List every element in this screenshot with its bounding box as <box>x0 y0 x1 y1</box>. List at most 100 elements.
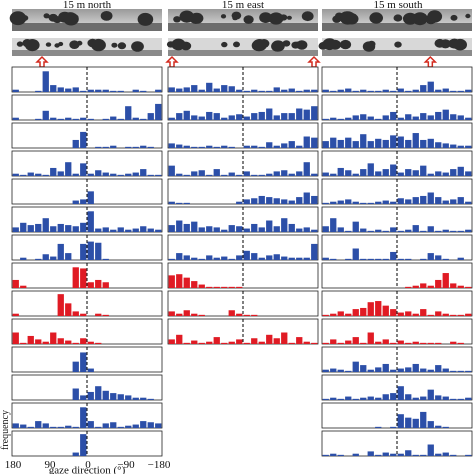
histogram-bar <box>322 342 329 344</box>
histogram-bar <box>251 253 258 260</box>
histogram-bar <box>117 394 124 400</box>
histogram-bar <box>236 89 243 92</box>
histogram-bar <box>382 363 389 372</box>
histogram-bar <box>258 90 265 92</box>
histogram-bar <box>80 163 87 176</box>
panorama-tree <box>403 12 418 25</box>
histogram-bar <box>382 305 389 316</box>
histogram-bar <box>360 202 367 204</box>
histogram-bar <box>147 146 154 148</box>
histogram-bar <box>57 426 64 428</box>
histogram-bar <box>117 426 124 428</box>
histogram-bar <box>397 453 404 456</box>
histogram-panel <box>321 430 473 457</box>
histogram-bar <box>258 227 265 232</box>
histogram-bar <box>258 111 265 120</box>
histogram-panel <box>321 178 473 205</box>
panorama-tree <box>232 15 238 21</box>
histogram-bar <box>337 342 344 344</box>
histogram-bar <box>465 201 472 204</box>
panorama-photo <box>322 9 472 31</box>
histogram-bar <box>57 338 64 344</box>
histogram-bar <box>435 230 442 232</box>
blurred-tree <box>45 42 52 47</box>
histogram-bar <box>35 339 42 344</box>
histogram-bar <box>102 390 109 400</box>
histogram-bar <box>72 226 79 232</box>
blurred-panorama <box>166 38 318 56</box>
histogram-bar <box>435 425 442 428</box>
histogram-panel <box>11 150 163 177</box>
histogram-bar <box>375 171 382 176</box>
histogram-panel <box>11 290 163 317</box>
histogram-bar <box>303 89 310 92</box>
histogram-bar <box>95 228 102 232</box>
histogram-bar <box>345 199 352 204</box>
histogram-bar <box>281 89 288 92</box>
histogram-bar <box>311 137 318 148</box>
histogram-bar <box>450 169 457 176</box>
histogram-bar <box>345 258 352 260</box>
histogram-bar <box>390 227 397 232</box>
panorama-tree <box>9 11 27 26</box>
panorama-tree <box>427 10 443 23</box>
histogram-bar <box>273 226 280 232</box>
histogram-bar <box>12 279 19 288</box>
histogram-bar <box>390 201 397 204</box>
histogram-bar <box>427 173 434 176</box>
histogram-bar <box>228 258 235 260</box>
histogram-bar <box>322 202 329 204</box>
histogram-bar <box>191 115 198 120</box>
histogram-bar <box>405 258 412 260</box>
blurred-tree <box>22 39 33 48</box>
histogram-bar <box>65 162 72 176</box>
histogram-panel <box>321 374 473 401</box>
histogram-panel <box>321 318 473 345</box>
histogram-bar <box>352 201 359 204</box>
histogram-bar <box>288 223 295 232</box>
histogram-bar <box>442 172 449 176</box>
histogram-bar <box>102 282 109 288</box>
histogram-bar <box>450 114 457 120</box>
histogram-bar <box>251 198 258 204</box>
histogram-bar <box>147 113 154 120</box>
histogram-bar <box>273 115 280 120</box>
panorama-tree <box>465 13 471 19</box>
histogram-bar <box>140 169 147 176</box>
histogram-bar <box>360 258 367 260</box>
histogram-bar <box>345 137 352 148</box>
column-title-south: 15 m south <box>374 0 423 11</box>
histogram-bar <box>243 228 250 232</box>
histogram-bar <box>155 89 162 92</box>
histogram-bar <box>296 145 303 148</box>
histogram-bar <box>337 311 344 316</box>
histogram-bar <box>427 226 434 232</box>
histogram-bar <box>337 369 344 372</box>
histogram-bar <box>397 198 404 204</box>
histogram-bar <box>183 310 190 316</box>
histogram-bar <box>412 363 419 372</box>
histogram-bar <box>72 139 79 148</box>
histogram-bar <box>435 89 442 92</box>
histogram-bar <box>442 313 449 316</box>
histogram-bar <box>465 286 472 288</box>
histogram-bar <box>95 242 102 260</box>
histogram-bar <box>412 89 419 92</box>
histogram-bar <box>296 257 303 260</box>
histogram-bar <box>191 340 198 344</box>
panorama-ground <box>322 23 472 31</box>
panorama-tree <box>100 11 113 21</box>
histogram-bar <box>95 170 102 176</box>
histogram-bar <box>221 286 228 288</box>
histogram-panel <box>321 262 473 289</box>
histogram-bar <box>322 141 329 148</box>
histogram-bar <box>360 134 367 148</box>
histogram-bar <box>435 365 442 372</box>
histogram-bar <box>367 302 374 316</box>
histogram-bar <box>80 313 87 316</box>
histogram-bar <box>125 146 132 148</box>
histogram-bar <box>322 172 329 176</box>
histogram-bar <box>322 398 329 400</box>
histogram-bar <box>243 90 250 92</box>
